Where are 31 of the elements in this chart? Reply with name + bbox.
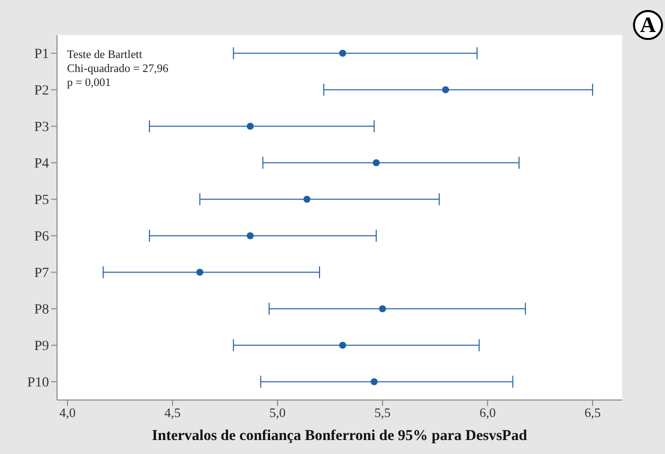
y-tick-label: P5 <box>34 193 49 208</box>
x-tick-label: 5,5 <box>374 405 391 420</box>
y-tick-label: P8 <box>34 302 49 318</box>
y-tick-label: P3 <box>34 120 49 136</box>
point <box>379 305 386 312</box>
point <box>246 122 254 130</box>
point <box>196 268 204 276</box>
x-tick-label: 6,5 <box>584 405 601 420</box>
point <box>370 378 378 386</box>
x-tick-label: 6,0 <box>479 405 496 420</box>
annotation: p = 0,001 <box>67 76 112 90</box>
x-axis-title: Intervalos de confiança Bonferroni de 95% para DesvsPad <box>150 428 528 445</box>
x-tick-label: 4,5 <box>164 405 181 420</box>
y-tick-label: P7 <box>34 266 49 282</box>
x-tick-label: 4,0 <box>59 405 76 420</box>
annotation: Chi-quadrado = 27,96 <box>67 62 168 76</box>
y-tick-label: P4 <box>34 156 49 172</box>
y-tick-label: P9 <box>34 339 49 354</box>
y-tick-label: P6 <box>34 230 49 245</box>
point <box>372 159 380 166</box>
x-tick-label: 5,0 <box>269 405 286 420</box>
point <box>339 50 346 57</box>
y-tick-label: P10 <box>27 376 49 391</box>
point <box>442 86 450 94</box>
point <box>303 196 310 203</box>
text: A <box>633 10 663 40</box>
annotation: Teste de Bartlett <box>67 48 144 62</box>
y-tick-label: P2 <box>34 84 49 99</box>
point <box>339 342 346 349</box>
point <box>246 232 254 240</box>
y-tick-label: P1 <box>34 47 49 62</box>
